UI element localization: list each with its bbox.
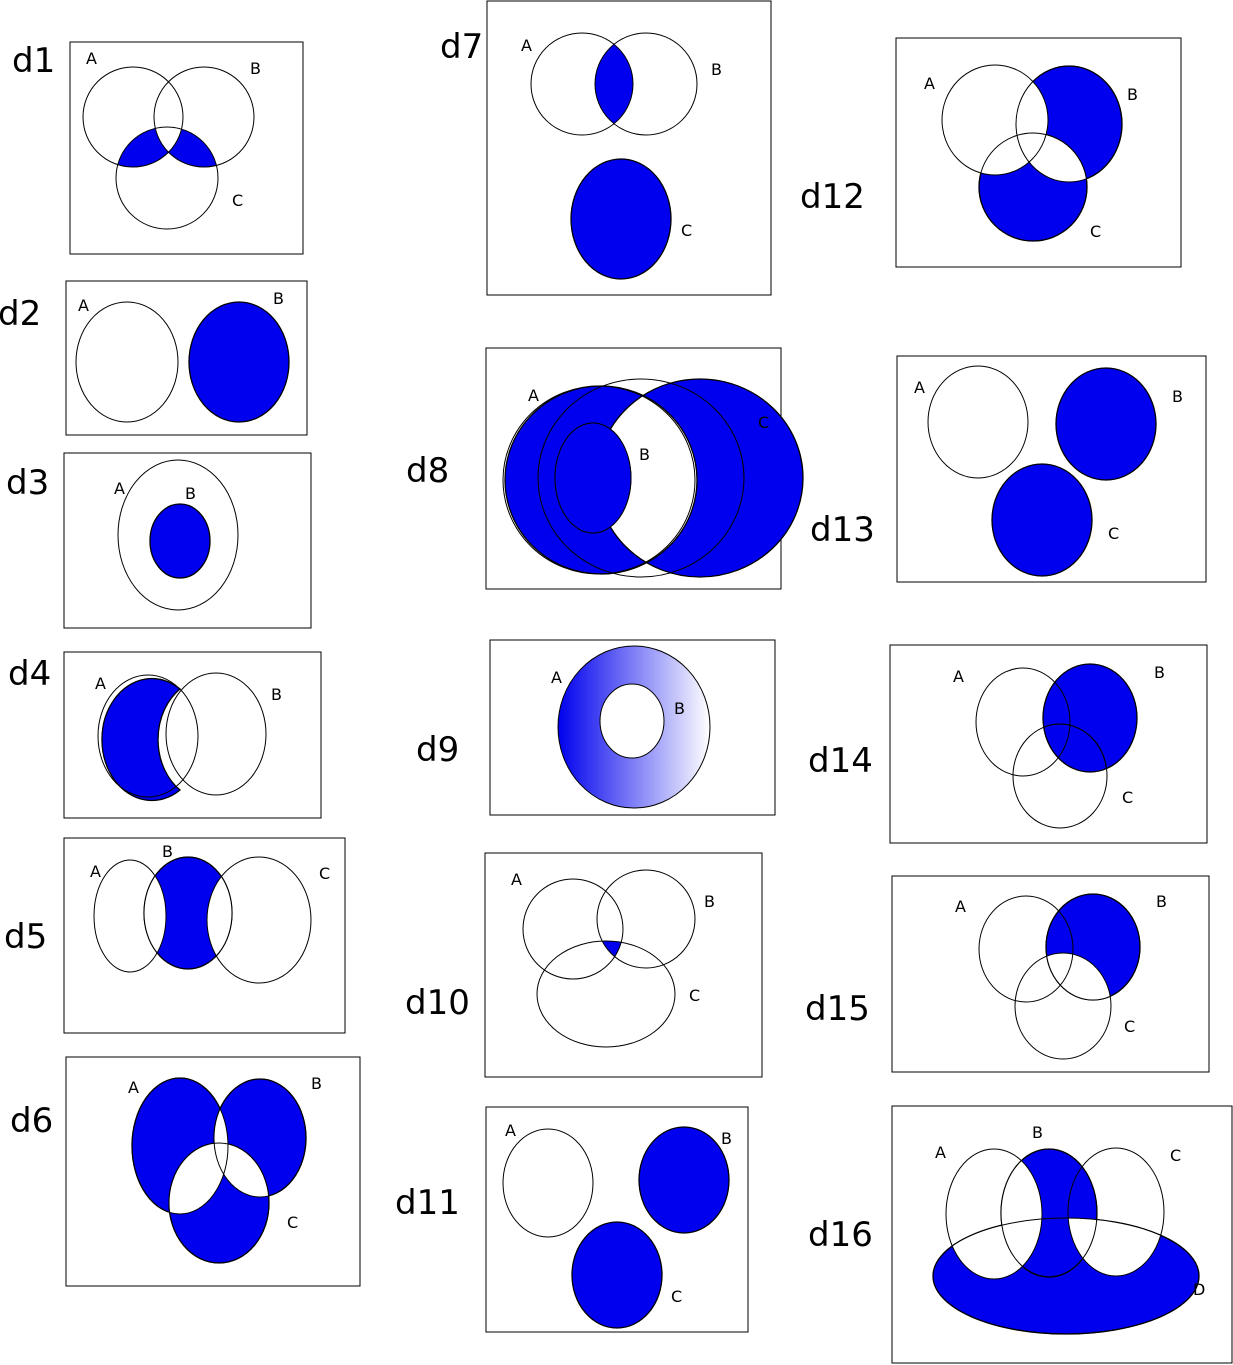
d4-title: d4 bbox=[8, 654, 51, 694]
d5-label-a: A bbox=[90, 862, 101, 881]
d12-title: d12 bbox=[800, 177, 865, 217]
d7-label-a: A bbox=[521, 36, 532, 55]
d1-label-c: C bbox=[232, 191, 243, 210]
d12-label-b: B bbox=[1127, 85, 1138, 104]
d10-label-c: C bbox=[689, 986, 700, 1005]
diagram-d9: d9 A B bbox=[416, 640, 775, 815]
d2-circle-b-shaded bbox=[189, 302, 289, 422]
d2-label-a: A bbox=[78, 296, 89, 315]
d7-title: d7 bbox=[440, 27, 483, 67]
diagram-d15: d15 A B C bbox=[805, 876, 1209, 1072]
diagram-d8: d8 A B C bbox=[406, 348, 803, 589]
d10-frame bbox=[485, 853, 762, 1077]
d1-label-a: A bbox=[86, 49, 97, 68]
d6-label-a: A bbox=[128, 1078, 139, 1097]
diagram-d16: d16 A B C D bbox=[808, 1106, 1232, 1363]
d7-label-c: C bbox=[681, 221, 692, 240]
d12-label-c: C bbox=[1090, 222, 1101, 241]
diagram-d12: d12 A B C bbox=[800, 38, 1181, 267]
d9-title: d9 bbox=[416, 730, 459, 770]
d15-label-b: B bbox=[1156, 892, 1167, 911]
d2-title: d2 bbox=[0, 294, 41, 334]
d10-label-b: B bbox=[704, 892, 715, 911]
d6-label-b: B bbox=[311, 1074, 322, 1093]
diagram-d6: d6 A B C bbox=[10, 1057, 360, 1286]
d16-label-d: D bbox=[1193, 1280, 1205, 1299]
d1-label-b: B bbox=[250, 59, 261, 78]
d16-label-b: B bbox=[1032, 1123, 1043, 1142]
diagram-d5: d5 A B C bbox=[4, 838, 345, 1033]
d12-label-a: A bbox=[924, 74, 935, 93]
diagram-d13: d13 A B C bbox=[810, 356, 1206, 582]
d3-circle-b-shaded bbox=[150, 504, 210, 578]
d8-label-a: A bbox=[528, 386, 539, 405]
d10-label-a: A bbox=[511, 870, 522, 889]
d4-label-a: A bbox=[95, 674, 106, 693]
d16-label-a: A bbox=[935, 1143, 946, 1162]
d11-circle-c-shaded bbox=[572, 1222, 662, 1328]
d16-title: d16 bbox=[808, 1215, 873, 1255]
d14-title: d14 bbox=[808, 741, 873, 781]
d5-label-b: B bbox=[162, 842, 173, 861]
d13-circle-c-shaded bbox=[992, 464, 1092, 576]
d14-circle-b-shaded bbox=[1043, 664, 1137, 772]
d14-label-c: C bbox=[1122, 788, 1133, 807]
diagram-d10: d10 A B C bbox=[405, 853, 762, 1077]
d7-circle-c-shaded bbox=[571, 159, 671, 279]
diagram-d3: d3 A B bbox=[6, 453, 311, 628]
d5-label-c: C bbox=[319, 864, 330, 883]
d3-title: d3 bbox=[6, 463, 49, 503]
d3-label-b: B bbox=[185, 484, 196, 503]
d13-title: d13 bbox=[810, 510, 875, 550]
d15-label-c: C bbox=[1124, 1017, 1135, 1036]
d11-label-a: A bbox=[505, 1121, 516, 1140]
diagram-d2: d2 A B bbox=[0, 281, 307, 435]
d8-label-b: B bbox=[639, 445, 650, 464]
d7-label-b: B bbox=[711, 60, 722, 79]
d8-title: d8 bbox=[406, 451, 449, 491]
d9-label-a: A bbox=[551, 668, 562, 687]
d3-label-a: A bbox=[114, 479, 125, 498]
d14-label-b: B bbox=[1154, 663, 1165, 682]
diagram-d4: d4 A B bbox=[8, 652, 321, 818]
d11-label-b: B bbox=[721, 1129, 732, 1148]
d13-label-a: A bbox=[914, 378, 925, 397]
d11-circle-b-shaded bbox=[639, 1127, 729, 1233]
d11-title: d11 bbox=[395, 1183, 460, 1223]
diagram-d11: d11 A B C bbox=[395, 1107, 748, 1332]
diagram-d7: d7 A B C bbox=[440, 1, 771, 295]
d16-label-c: C bbox=[1170, 1146, 1181, 1165]
d8-label-c: C bbox=[758, 413, 769, 432]
d13-circle-b-shaded bbox=[1056, 368, 1156, 480]
d13-label-c: C bbox=[1108, 524, 1119, 543]
d1-title: d1 bbox=[12, 41, 55, 81]
d13-label-b: B bbox=[1172, 387, 1183, 406]
d2-label-b: B bbox=[273, 289, 284, 308]
d15-label-a: A bbox=[955, 897, 966, 916]
diagram-d14: d14 A B C bbox=[808, 645, 1207, 843]
d4-label-b: B bbox=[271, 685, 282, 704]
d5-title: d5 bbox=[4, 917, 47, 957]
d9-label-b: B bbox=[674, 699, 685, 718]
d15-title: d15 bbox=[805, 989, 870, 1029]
d6-title: d6 bbox=[10, 1101, 53, 1141]
d6-label-c: C bbox=[287, 1213, 298, 1232]
d14-label-a: A bbox=[953, 667, 964, 686]
d10-title: d10 bbox=[405, 983, 470, 1023]
d11-label-c: C bbox=[671, 1287, 682, 1306]
